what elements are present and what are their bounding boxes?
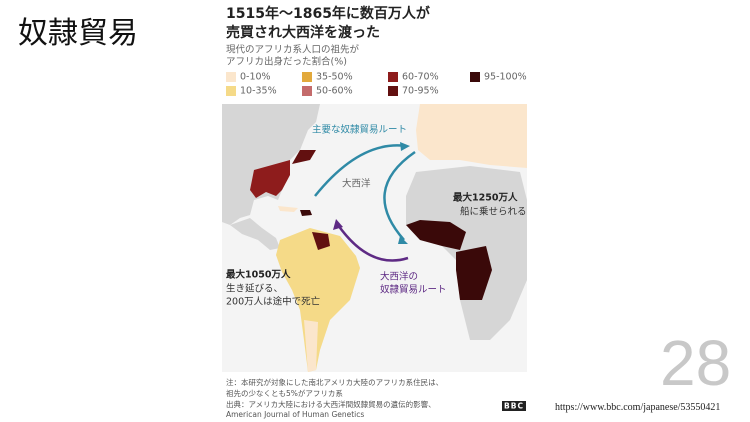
annotation: 大西洋 (342, 178, 371, 190)
legend-label: 0-10% (240, 72, 271, 83)
legend-label: 50-60% (316, 86, 353, 97)
legend-label: 95-100% (484, 72, 527, 83)
slide-title: 奴隷貿易 (18, 16, 138, 51)
legend-swatch (302, 72, 312, 82)
arrowhead (333, 219, 343, 230)
subtitle: アフリカ出身だった割合(%) (226, 56, 347, 68)
subtitle: 現代のアフリカ系人口の祖先が (226, 44, 360, 56)
note: 注：本研究が対象にした南北アメリカ大陸のアフリカ系住民は、 (226, 377, 443, 387)
legend-label: 35-50% (316, 72, 353, 83)
route-arrow (336, 224, 409, 262)
region (300, 210, 312, 216)
route-arrow (383, 150, 416, 241)
region (416, 104, 527, 168)
region (304, 320, 318, 372)
annotation: 最大1050万人 (226, 269, 291, 281)
title: 売買され大西洋を渡った (226, 24, 380, 41)
source: 出典：アメリカ大陸における大西洋間奴隷貿易の遺伝的影響、 (226, 399, 436, 409)
region (406, 220, 466, 250)
source-url: https://www.bbc.com/japanese/53550421 (555, 402, 721, 413)
arrowhead (400, 142, 410, 151)
annotation: 200万人は途中で死亡 (226, 296, 320, 308)
legend-label: 70-95% (402, 86, 439, 97)
legend: 0-10% 10-35% 35-50% 50-60% 60-70% 70-95% 95-10… (226, 72, 527, 97)
annotation: 最大1250万人 (453, 192, 518, 204)
source: American Journal of Human Genetics (226, 410, 364, 419)
map (222, 104, 527, 372)
region (276, 228, 360, 372)
region (278, 206, 298, 212)
annotation: 主要な奴隷貿易ルート (312, 124, 407, 136)
page-number: 28 (660, 327, 732, 399)
legend-swatch (226, 72, 236, 82)
annotation: 船に乗せられる (460, 206, 527, 218)
annotation: 大西洋の (380, 271, 418, 283)
legend-label: 10-35% (240, 86, 277, 97)
legend-swatch (226, 86, 236, 96)
legend-swatch (388, 86, 398, 96)
logo-box (502, 401, 526, 411)
legend-swatch (302, 86, 312, 96)
route-arrow (314, 144, 407, 197)
arrowhead (398, 236, 408, 244)
logo: BBC (504, 402, 524, 411)
region (292, 150, 316, 164)
region (312, 232, 330, 250)
region (456, 246, 492, 300)
legend-swatch (470, 72, 480, 82)
land (230, 218, 280, 250)
land (222, 104, 320, 225)
title: 1515年～1865年に数百万人が (226, 5, 431, 22)
annotation: 生き延びる、 (226, 283, 283, 295)
region (250, 160, 290, 198)
legend-label: 60-70% (402, 72, 439, 83)
legend-swatch (388, 72, 398, 82)
annotation: 奴隷貿易ルート (380, 284, 447, 296)
infographic: 1515年～1865年に数百万人が 売買され大西洋を渡った 現代のアフリカ系人口… (222, 5, 527, 419)
note: 祖先の少なくとも5%がアフリカ系 (226, 388, 343, 398)
